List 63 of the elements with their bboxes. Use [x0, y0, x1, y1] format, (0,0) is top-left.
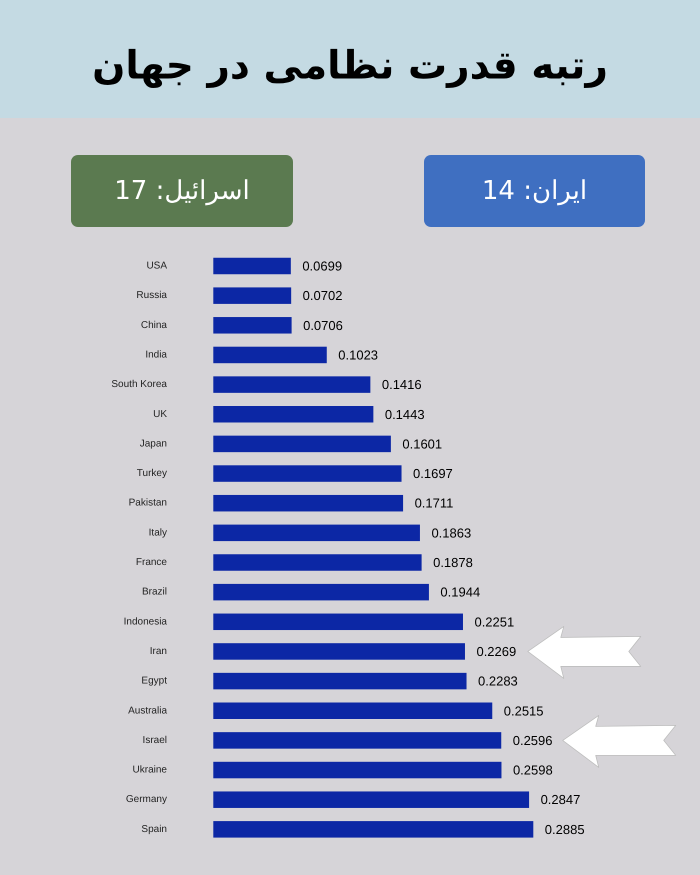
y-tick-label: South Korea	[111, 379, 168, 390]
bar	[213, 317, 292, 334]
bar	[213, 287, 292, 304]
text: ایران: 14	[482, 176, 588, 206]
data-label: 0.2251	[474, 614, 514, 630]
y-tick-label: China	[140, 320, 168, 331]
y-tick-label: UK	[153, 408, 168, 420]
y-tick-label: Brazil	[142, 586, 167, 598]
data-label: 0.1443	[384, 406, 425, 422]
bar	[213, 554, 422, 571]
bar	[213, 584, 429, 600]
data-label: 0.1863	[431, 525, 472, 540]
data-label: 0.0706	[303, 318, 343, 333]
chart-title: رتبه قدرت نظامی در جهان	[92, 44, 608, 88]
data-label: 0.1697	[413, 466, 453, 482]
data-label: 0.2598	[512, 762, 553, 778]
bar	[213, 614, 463, 630]
bar	[213, 762, 502, 778]
y-tick-label: Australia	[128, 705, 168, 716]
bar	[213, 494, 404, 512]
y-tick-label: USA	[146, 260, 168, 272]
data-label: 0.2596	[512, 732, 553, 748]
y-tick-label: Indonesia	[124, 616, 168, 628]
y-tick-label: Spain	[141, 824, 167, 835]
y-tick-label: Israel	[142, 734, 167, 746]
y-tick-label: Pakistan	[128, 498, 167, 509]
data-label: 0.2847	[540, 792, 580, 808]
data-label: 0.1023	[338, 347, 378, 362]
y-tick-label: India	[145, 349, 168, 360]
data-label: 0.1416	[382, 377, 422, 392]
data-label: 0.2283	[478, 674, 518, 689]
data-label: 0.0702	[302, 288, 342, 304]
bar	[213, 732, 502, 749]
bar	[213, 406, 374, 422]
y-tick-label: Germany	[126, 794, 167, 806]
bar	[213, 346, 327, 364]
bar	[213, 702, 492, 719]
y-tick-label: France	[136, 557, 168, 568]
y-tick-label: Japan	[140, 438, 167, 450]
data-label: 0.1711	[414, 496, 454, 511]
y-tick-label: Egypt	[141, 676, 168, 687]
text: اسرائیل: 17	[114, 176, 250, 206]
bar	[213, 643, 465, 660]
bar	[213, 672, 467, 690]
bar	[213, 258, 291, 274]
data-label: 0.0699	[302, 258, 342, 274]
bar	[213, 791, 530, 808]
bar	[213, 821, 534, 838]
data-label: 0.2885	[544, 822, 585, 837]
data-label: 0.1878	[433, 555, 473, 570]
y-tick-label: Turkey	[136, 468, 167, 480]
data-label: 0.2269	[476, 644, 516, 659]
y-tick-label: Italy	[148, 527, 167, 538]
bar	[213, 465, 402, 482]
bar	[213, 524, 420, 542]
y-tick-label: Iran	[150, 646, 167, 657]
data-label: 0.1944	[440, 584, 480, 600]
y-tick-label: Russia	[136, 290, 168, 302]
data-label: 0.2515	[504, 703, 544, 718]
data-label: 0.1601	[402, 436, 442, 452]
bar	[213, 376, 370, 393]
y-tick-label: Ukraine	[132, 764, 168, 776]
bar	[213, 436, 391, 452]
